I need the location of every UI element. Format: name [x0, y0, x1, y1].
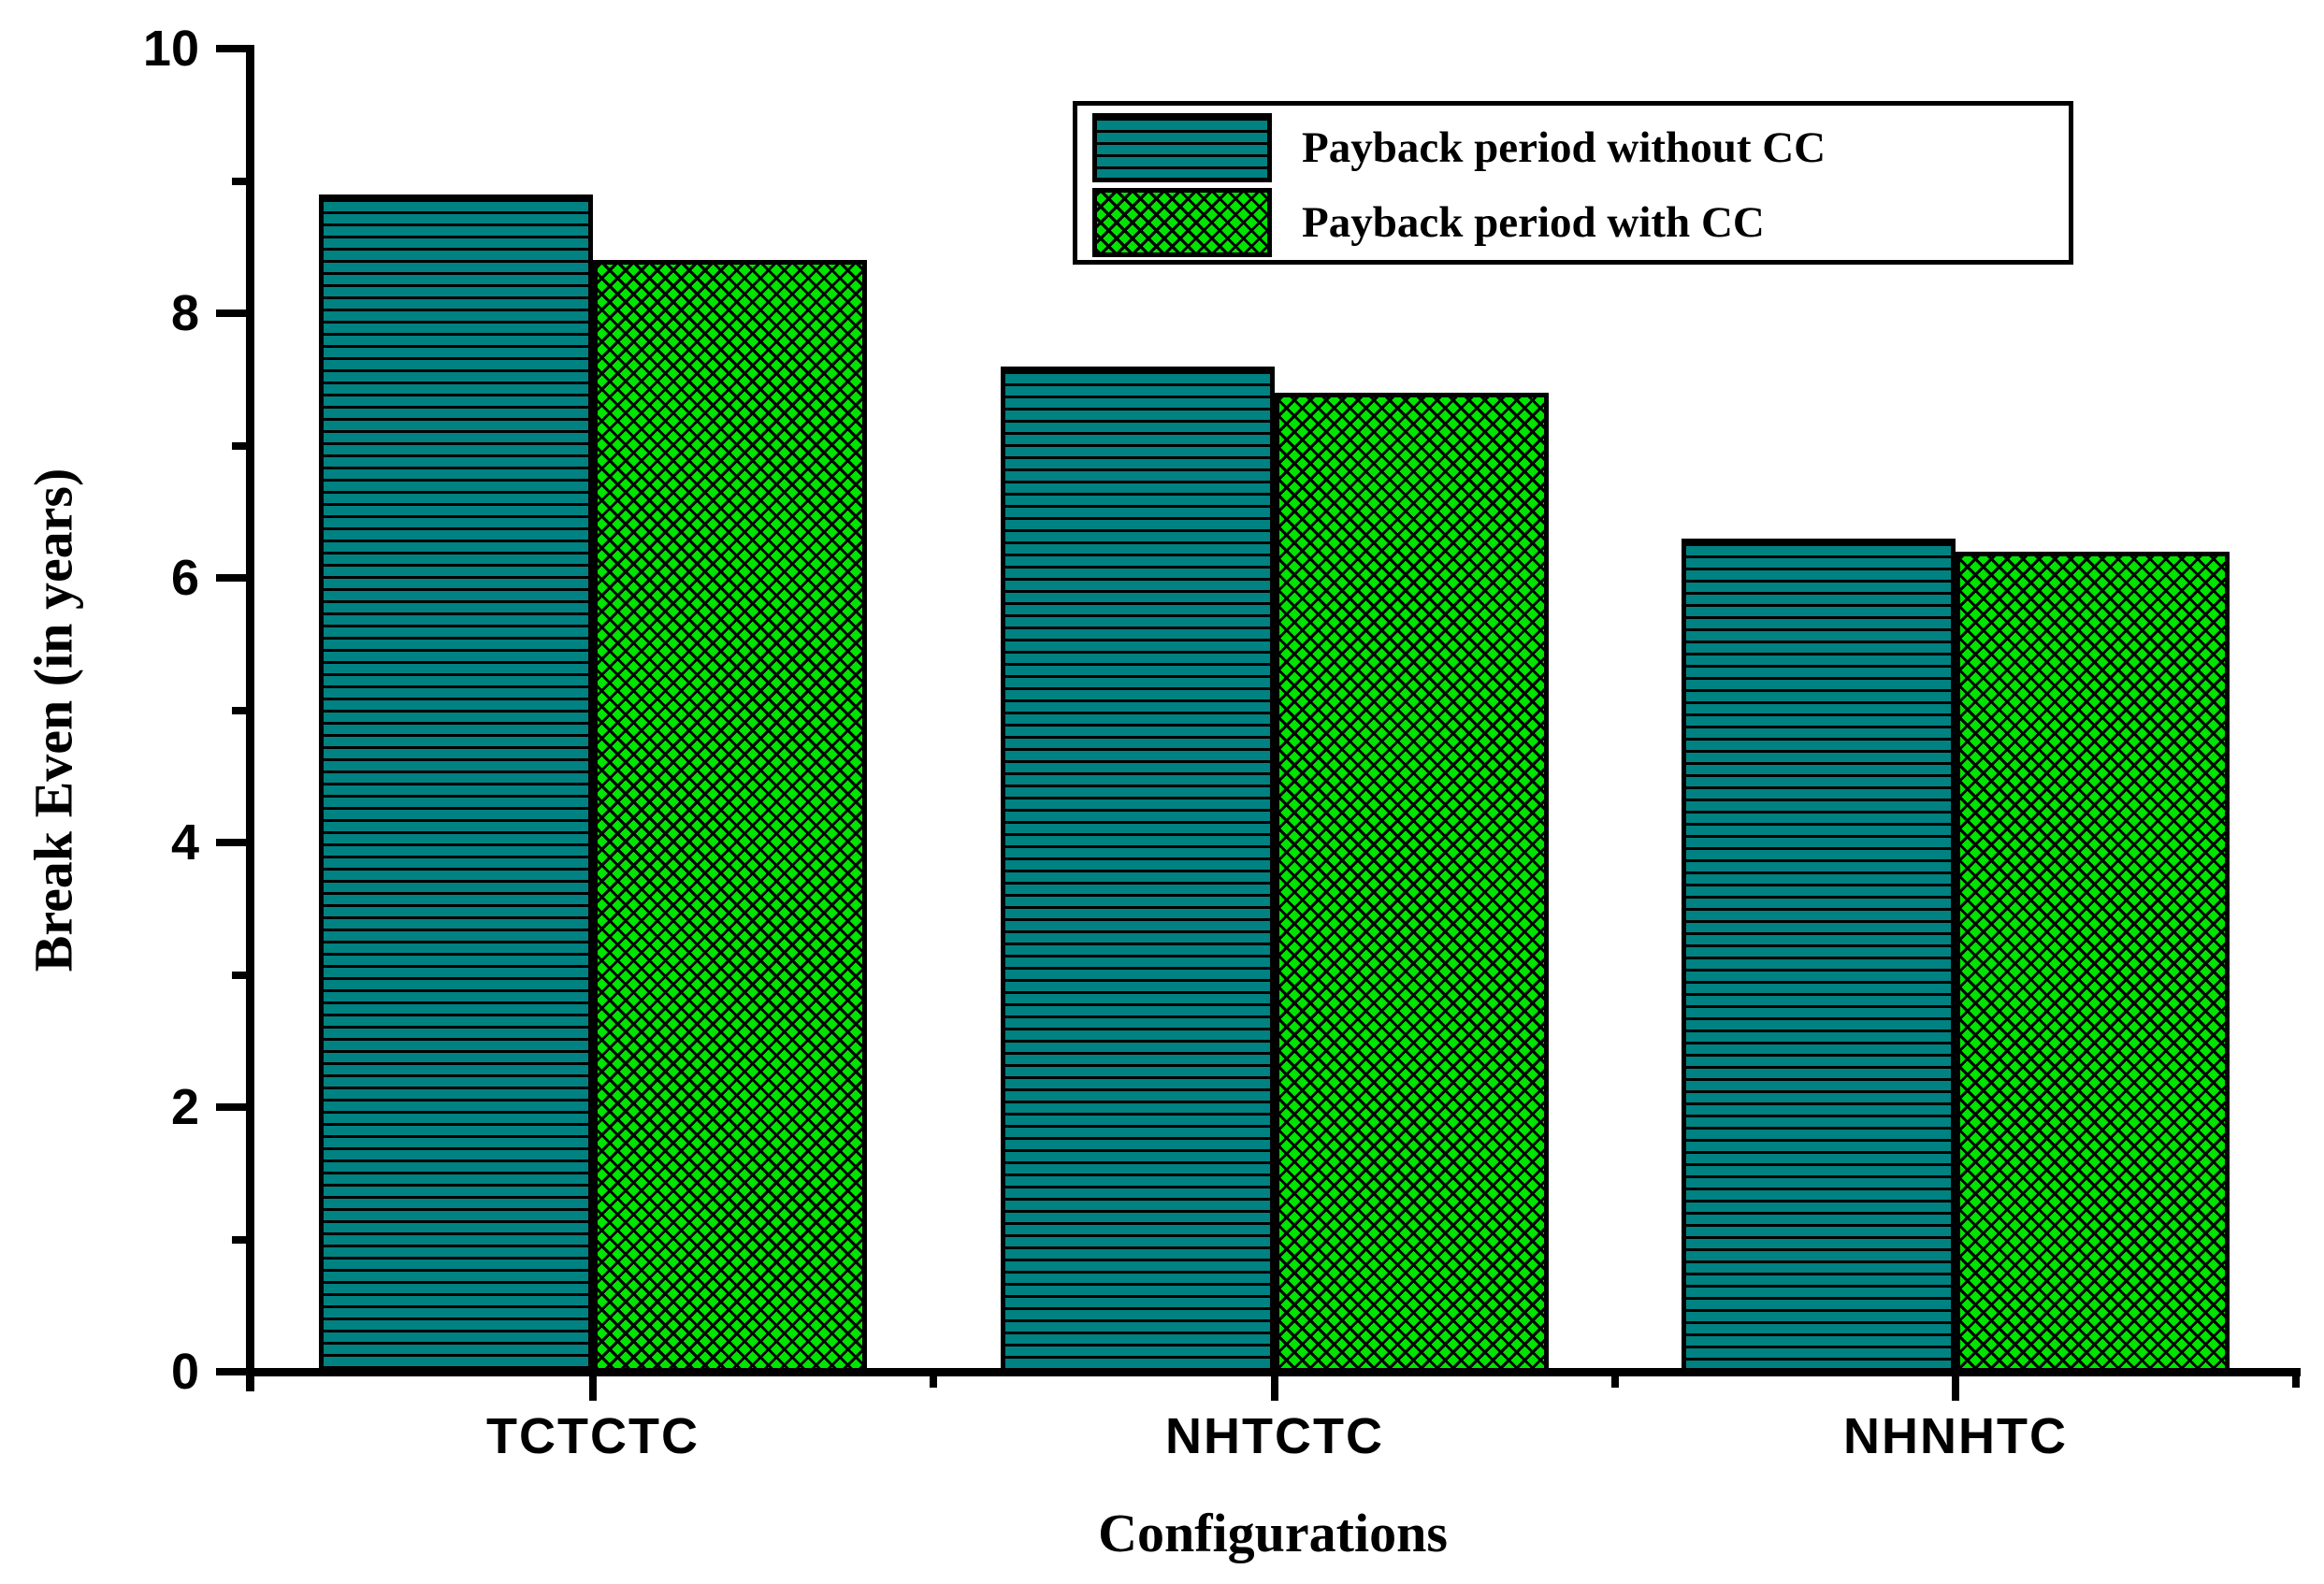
bar-NHTCTC-without-cc: [1001, 367, 1275, 1375]
legend-item-without-cc: Payback period without CC: [1092, 110, 2069, 185]
y-major-tick: [216, 45, 250, 52]
y-minor-tick: [232, 707, 250, 714]
y-major-tick: [216, 1368, 250, 1375]
x-major-tick: [1952, 1372, 1959, 1401]
y-tick-label: 10: [142, 21, 199, 77]
x-tick-label: NHNHTC: [1843, 1408, 2068, 1464]
y-major-tick: [216, 310, 250, 317]
y-tick-label: 8: [170, 285, 199, 341]
y-tick-label: 4: [170, 814, 199, 871]
y-minor-tick: [232, 442, 250, 450]
x-tick-label: NHTCTC: [1165, 1408, 1384, 1464]
x-axis-title: Configurations: [1098, 1503, 1448, 1563]
y-minor-tick: [232, 178, 250, 185]
x-tick-label: TCTCTC: [486, 1408, 700, 1464]
y-major-tick: [216, 839, 250, 846]
legend-swatch-without-cc-icon: [1092, 113, 1272, 182]
y-tick-label: 0: [170, 1344, 199, 1400]
y-major-tick: [216, 574, 250, 582]
x-minor-tick: [930, 1372, 937, 1388]
y-major-tick: [216, 1103, 250, 1111]
legend-label-without-cc: Payback period without CC: [1302, 123, 1826, 172]
bar-NHNHTC-with-cc: [1956, 552, 2230, 1375]
y-axis: [246, 45, 254, 1391]
x-minor-tick: [2292, 1372, 2300, 1388]
legend-item-with-cc: Payback period with CC: [1092, 185, 2069, 260]
legend-swatch-with-cc-icon: [1092, 188, 1272, 257]
y-tick-label: 6: [170, 550, 199, 606]
y-axis-title: Break Even (in years): [22, 468, 84, 972]
y-tick-label: 2: [170, 1079, 199, 1135]
x-major-tick: [589, 1372, 597, 1401]
legend: Payback period without CC Payback period…: [1073, 101, 2073, 265]
legend-label-with-cc: Payback period with CC: [1302, 198, 1765, 247]
bar-NHTCTC-with-cc: [1275, 393, 1549, 1375]
x-major-tick: [1271, 1372, 1278, 1401]
bar-TCTCTC-without-cc: [319, 194, 593, 1375]
bar-TCTCTC-with-cc: [593, 260, 867, 1375]
y-minor-tick: [232, 972, 250, 979]
bar-NHNHTC-without-cc: [1682, 539, 1956, 1375]
x-minor-tick: [1611, 1372, 1619, 1388]
y-minor-tick: [232, 1236, 250, 1244]
